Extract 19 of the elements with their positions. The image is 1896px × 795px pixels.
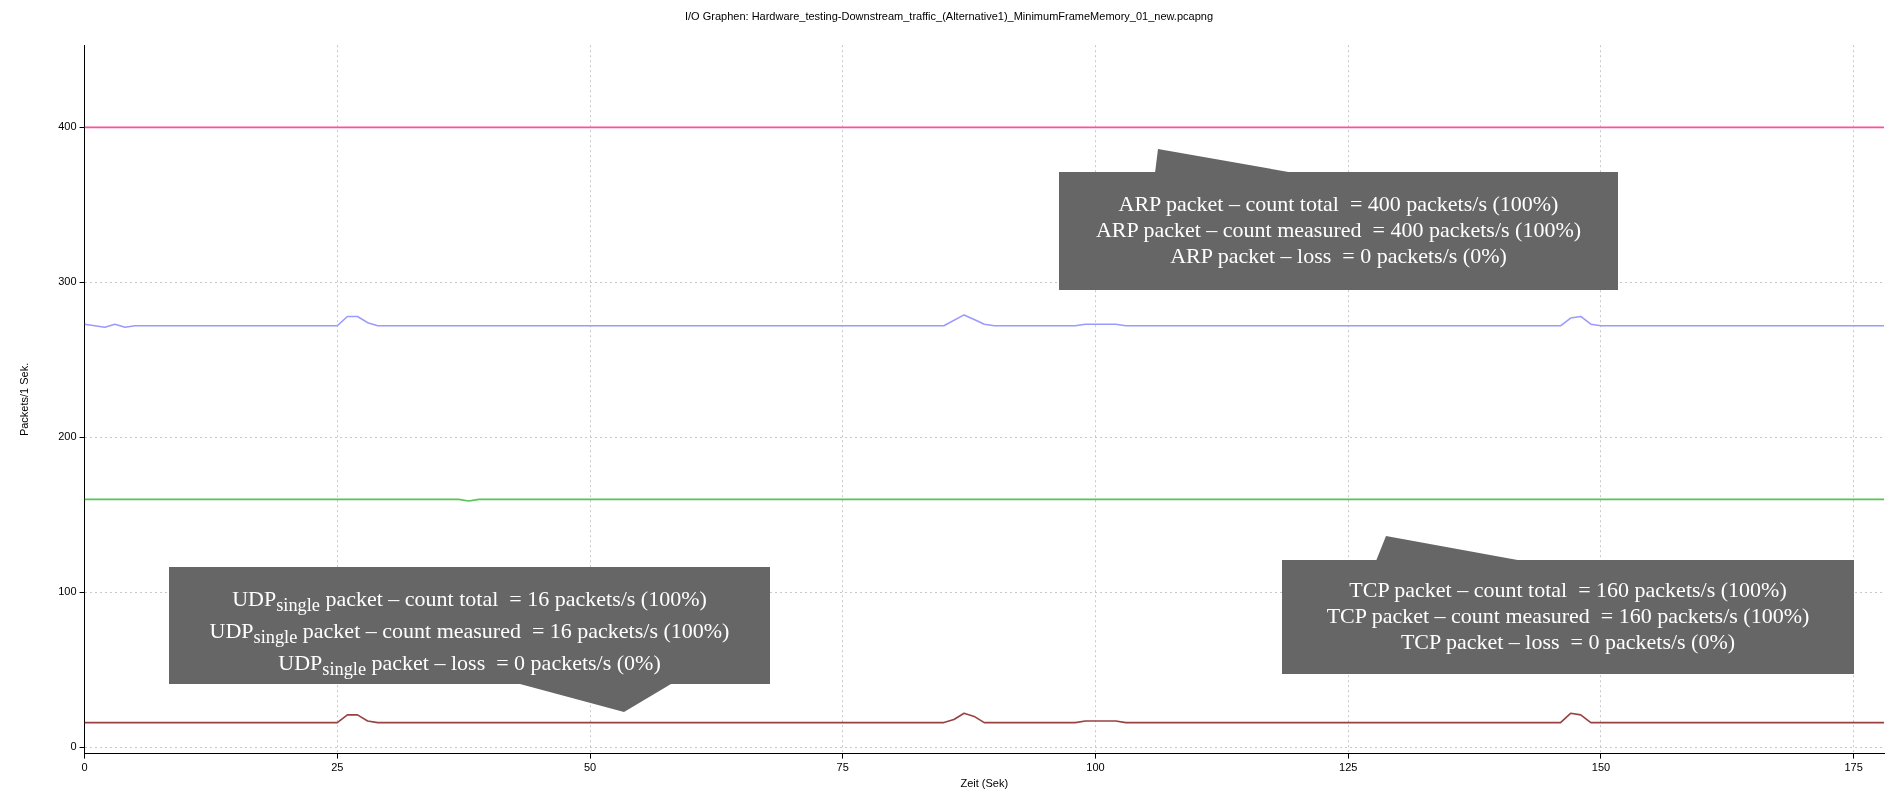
annotation: TCP packet – count total = 160 packets/s (100%) TCP packet – count measured = 160 packets/s (100%) TCP packet – loss = 0 packets/s (0%) [1325,577,1811,655]
y-tick-label: 0 [70,740,77,753]
x-tick-label: 125 [1339,761,1358,774]
x-tick-label: 75 [836,761,849,774]
x-tick-label: 175 [1844,761,1863,774]
y-tick-label: 300 [58,275,77,288]
text: UDP$_{single}$ packet – count total = 16 packets/s (100%) UDP$_{single}$ packet – count measured = 16 packets/s (100%) UDP$_{single}$ packet – loss = 0 packets/s (0%) [209,585,730,680]
x-tick-label: 150 [1591,761,1611,774]
x-tick-label: 0 [81,761,88,774]
x-tick-label: 100 [1086,761,1105,774]
y-tick-label: 100 [58,585,77,598]
x-axis-title: Zeit (Sek) [960,777,1009,790]
y-axis-title: Packets/1 Sek. [17,362,30,437]
y-tick-label: 200 [58,430,77,443]
y-tick-label: 400 [58,120,77,133]
x-tick-label: 50 [583,761,597,774]
chart-title: I/O Graphen: Hardware_testing-Downstream_traffic_(Alternative1)_MinimumFrameMemory_01_new.pcapng [684,9,1214,22]
annotation: ARP packet – count total = 400 packets/s (100%) ARP packet – count measured = 400 packets/s (100%) ARP packet – loss = 0 packets/s (0%) [1094,191,1583,269]
x-tick-label: 25 [331,761,344,774]
